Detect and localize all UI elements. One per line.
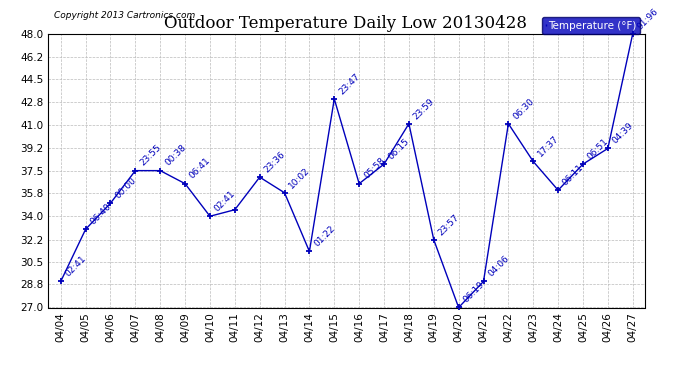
Text: 23:55: 23:55: [138, 143, 163, 168]
Legend: Temperature (°F): Temperature (°F): [542, 17, 640, 34]
Text: 06:15: 06:15: [387, 136, 411, 161]
Text: 04:39: 04:39: [611, 121, 635, 146]
Text: 06:40: 06:40: [88, 202, 113, 226]
Text: 23:57: 23:57: [437, 212, 461, 237]
Text: 23:36: 23:36: [262, 150, 287, 174]
Text: 23:59: 23:59: [412, 96, 436, 121]
Text: 00:38: 00:38: [163, 143, 188, 168]
Text: 10:02: 10:02: [287, 165, 312, 190]
Text: 06:19: 06:19: [462, 280, 486, 305]
Text: 06:30: 06:30: [511, 96, 536, 121]
Text: 02:41: 02:41: [213, 189, 237, 213]
Text: 06:41: 06:41: [188, 156, 213, 181]
Text: 17:37: 17:37: [536, 134, 561, 159]
Text: 23:47: 23:47: [337, 72, 362, 96]
Text: 91:96: 91:96: [635, 6, 660, 31]
Text: 04:06: 04:06: [486, 254, 511, 279]
Text: 02:41: 02:41: [63, 254, 88, 279]
Text: Outdoor Temperature Daily Low 20130428: Outdoor Temperature Daily Low 20130428: [164, 15, 526, 32]
Text: 05:58: 05:58: [362, 156, 386, 181]
Text: 00:00: 00:00: [113, 176, 138, 200]
Text: Copyright 2013 Cartronics.com: Copyright 2013 Cartronics.com: [55, 11, 195, 20]
Text: 01:22: 01:22: [312, 224, 337, 249]
Text: 06:11: 06:11: [561, 163, 586, 188]
Text: 06:51: 06:51: [586, 136, 611, 161]
